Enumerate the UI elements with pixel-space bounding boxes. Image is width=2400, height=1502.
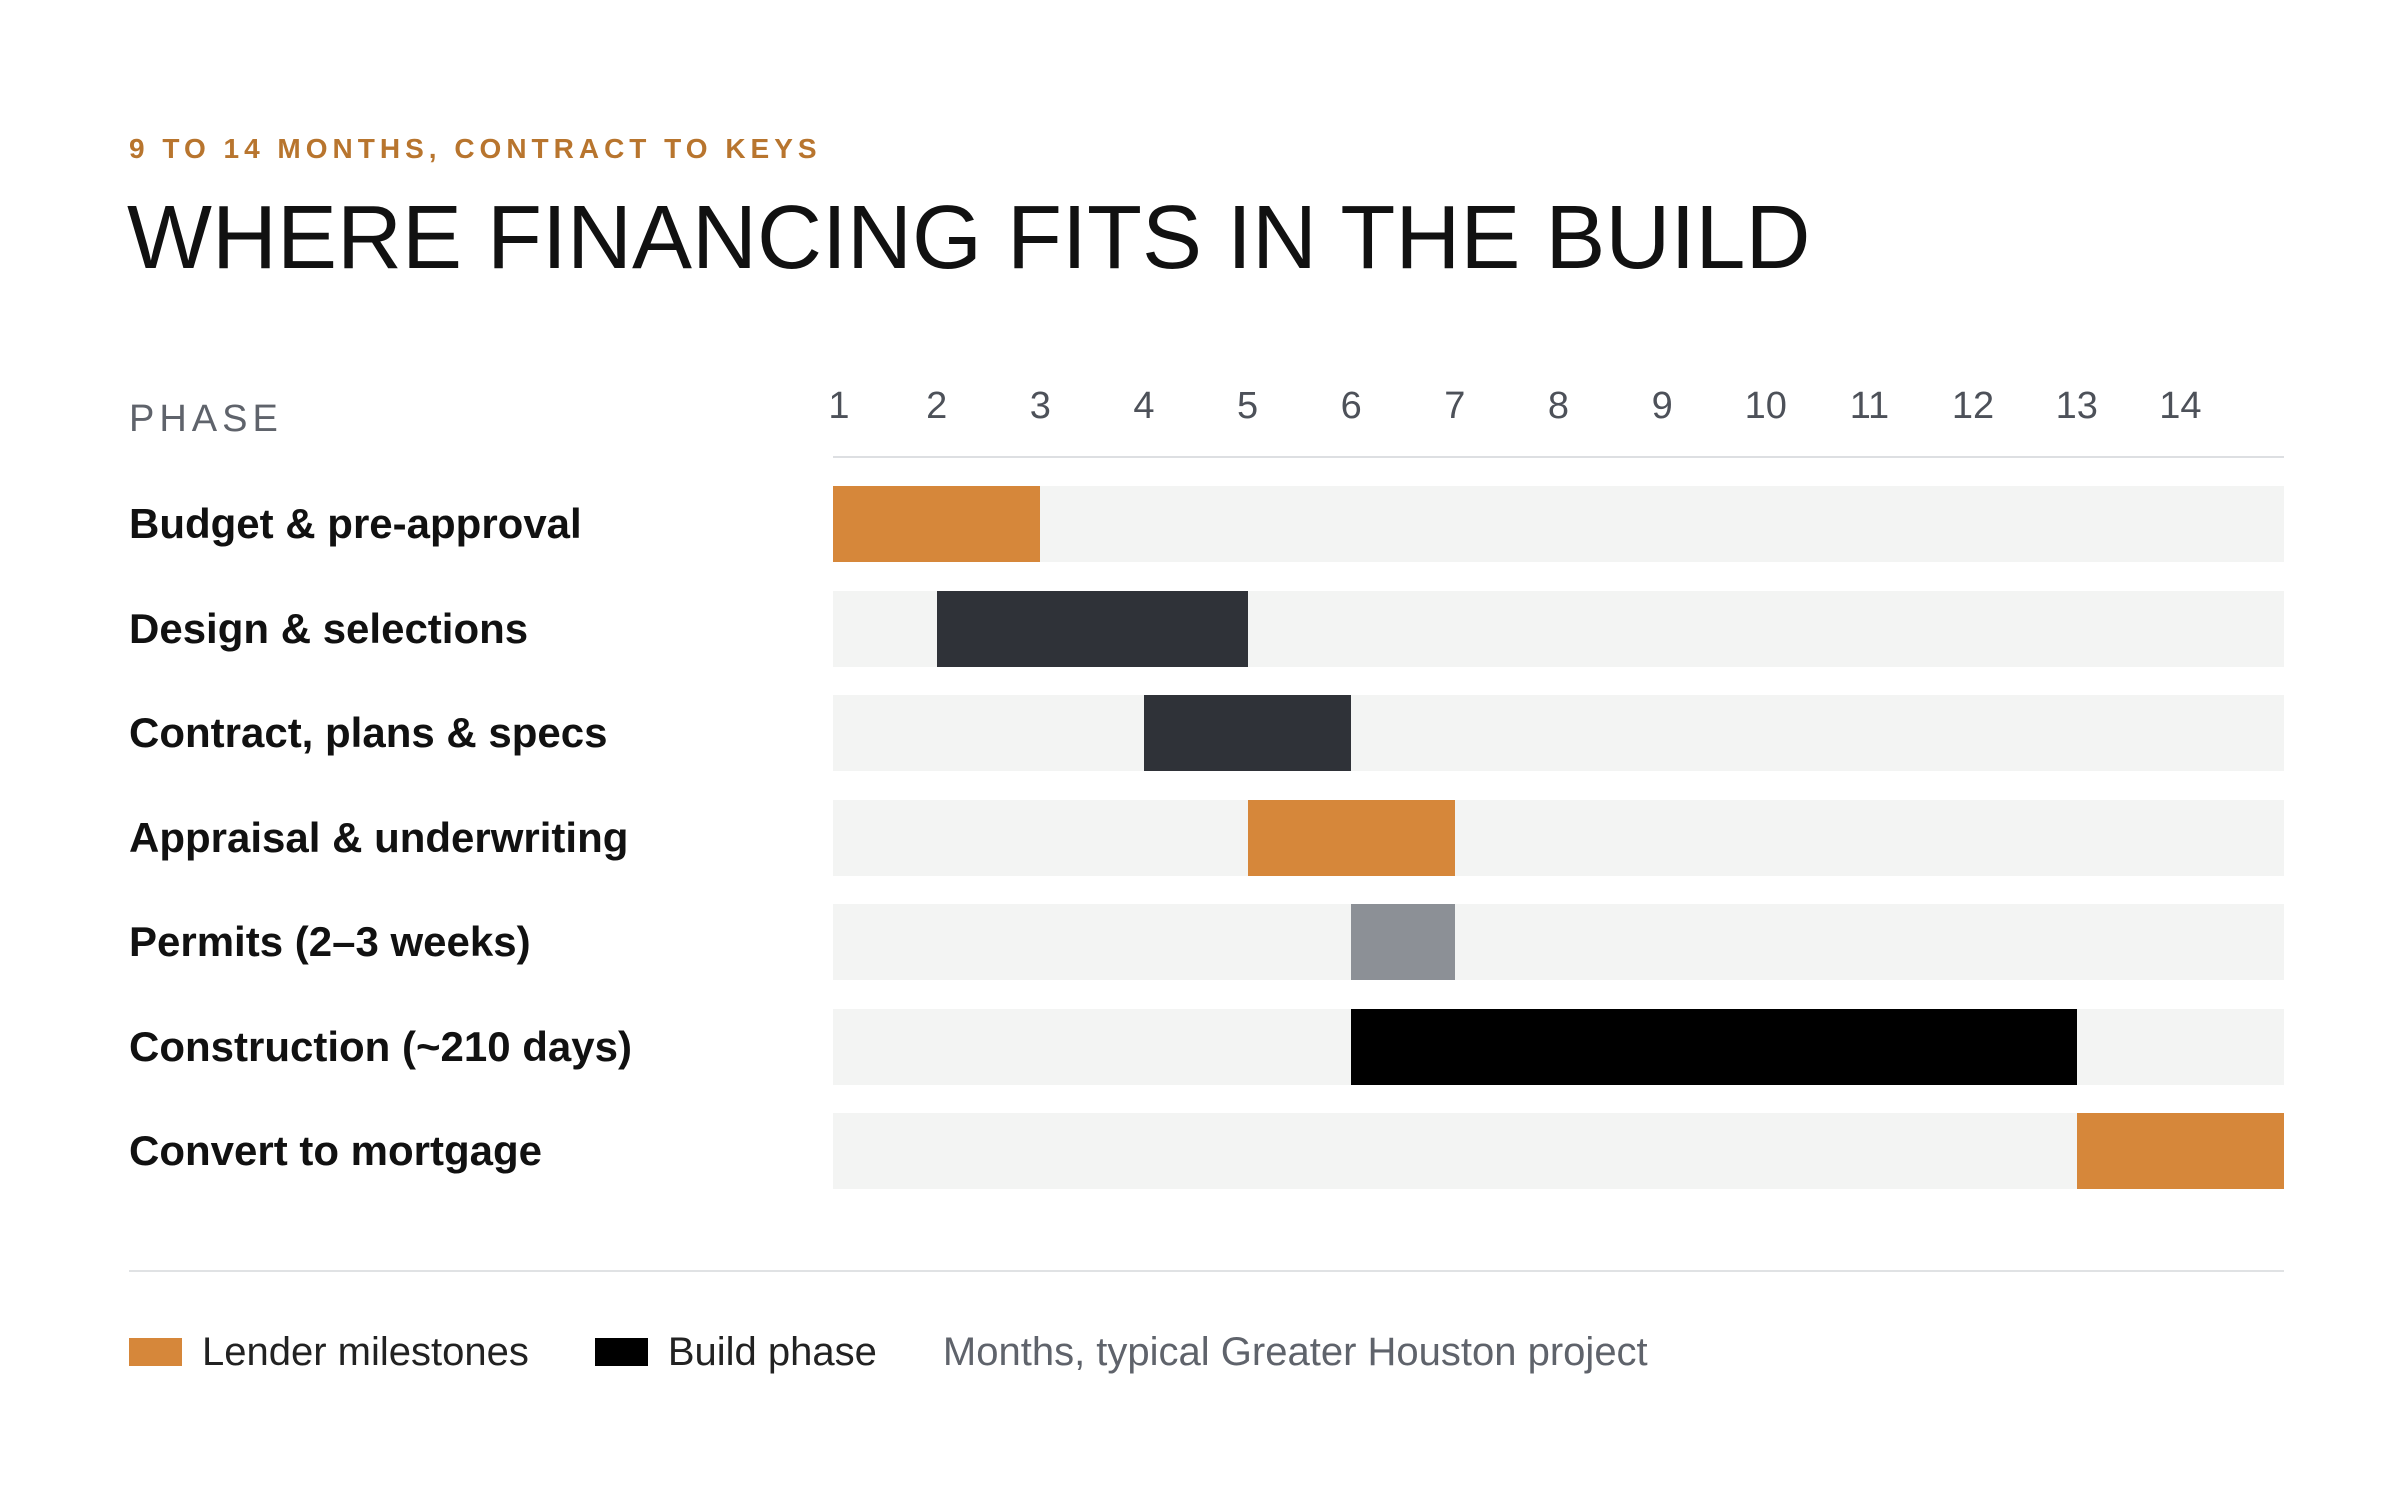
divider bbox=[129, 1270, 2284, 1272]
x-tick-label: 8 bbox=[1547, 385, 1570, 427]
task-bar bbox=[2076, 1113, 2284, 1189]
row-label: Convert to mortgage bbox=[129, 1127, 543, 1174]
task-bar bbox=[1351, 1008, 2077, 1085]
row-label: Construction (~210 days) bbox=[129, 1022, 632, 1070]
x-tick-label: 6 bbox=[1340, 385, 1362, 427]
legend-swatch-lender bbox=[129, 1338, 182, 1366]
row-track bbox=[833, 904, 2284, 980]
row-track bbox=[833, 695, 2284, 771]
task-bar bbox=[936, 590, 1248, 667]
phase-column-header: PHASE bbox=[129, 398, 283, 440]
row-label: Design & selections bbox=[129, 604, 529, 652]
legend-label-build: Build phase bbox=[667, 1329, 877, 1374]
x-tick-label: 13 bbox=[2055, 385, 2098, 427]
legend-note: Months, typical Greater Houston project bbox=[942, 1329, 1648, 1374]
task-bar bbox=[833, 486, 1041, 562]
x-tick-label: 11 bbox=[1849, 385, 1890, 427]
x-tick-label: 10 bbox=[1744, 385, 1787, 427]
row-track bbox=[833, 486, 2284, 562]
row-track bbox=[833, 799, 2284, 876]
task-bar bbox=[1143, 695, 1352, 771]
row-label: Budget & pre-approval bbox=[129, 500, 582, 547]
legend-swatch-build bbox=[594, 1338, 648, 1366]
x-tick-label: 9 bbox=[1651, 385, 1673, 427]
legend: Lender milestones Build phase Months, ty… bbox=[129, 1330, 1648, 1374]
row-label: Contract, plans & specs bbox=[129, 709, 608, 756]
chart-title: WHERE FINANCING FITS IN THE BUILD bbox=[127, 188, 1811, 288]
row-label: Appraisal & underwriting bbox=[129, 813, 629, 861]
x-axis-rule bbox=[833, 456, 2284, 458]
legend-label-lender: Lender milestones bbox=[202, 1329, 529, 1374]
x-tick-label: 3 bbox=[1029, 385, 1051, 427]
x-tick-label: 12 bbox=[1951, 385, 1995, 427]
row-track bbox=[833, 590, 2284, 667]
row-label: Permits (2–3 weeks) bbox=[129, 918, 531, 965]
task-bar bbox=[1351, 904, 1455, 980]
row-track bbox=[833, 1008, 2284, 1085]
legend-item-build: Build phase bbox=[594, 1329, 877, 1375]
legend-item-lender: Lender milestones bbox=[129, 1330, 529, 1375]
x-tick-label: 14 bbox=[2159, 385, 2202, 427]
chart-eyebrow: 9 TO 14 MONTHS, CONTRACT TO KEYS bbox=[129, 133, 822, 164]
x-tick-label: 1 bbox=[828, 385, 850, 427]
task-bar bbox=[1247, 799, 1455, 876]
x-tick-label: 2 bbox=[926, 385, 948, 427]
x-tick-label: 4 bbox=[1133, 385, 1155, 427]
x-tick-label: 5 bbox=[1236, 385, 1259, 427]
x-tick-label: 7 bbox=[1444, 385, 1466, 427]
row-track bbox=[833, 1113, 2284, 1189]
